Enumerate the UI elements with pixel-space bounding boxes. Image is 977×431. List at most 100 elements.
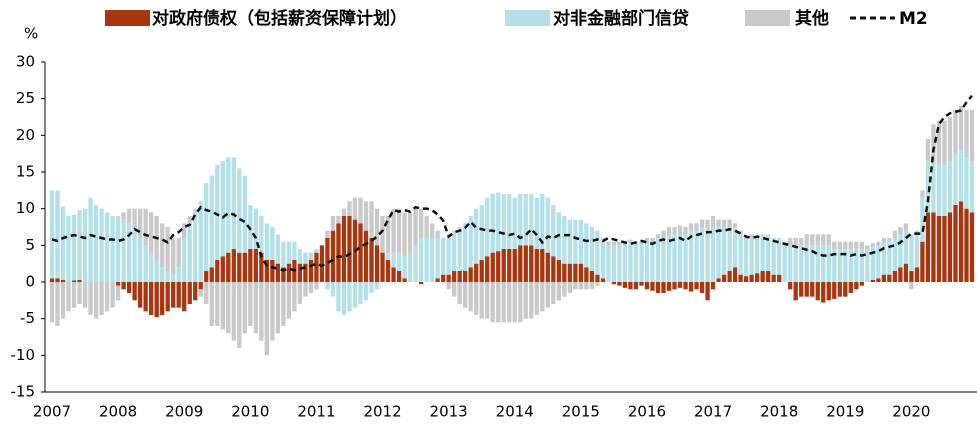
bar-segment (721, 219, 727, 227)
bar-segment (457, 227, 462, 271)
bar-segment (132, 230, 137, 282)
bar-segment (727, 227, 732, 271)
bar-segment (242, 252, 247, 282)
bar-segment (909, 234, 914, 271)
bar-segment (286, 263, 292, 282)
bar-segment (479, 260, 484, 282)
bar-segment (115, 285, 121, 301)
bar-segment (253, 282, 258, 334)
bar-segment (474, 282, 479, 315)
bar-segment (292, 241, 297, 260)
bar-segment (374, 208, 380, 246)
bar-segment (903, 263, 909, 282)
bar-segment (143, 208, 148, 246)
bar-segment (160, 282, 165, 315)
bar-segment (666, 227, 672, 235)
y-tick-label: 30 (16, 53, 35, 71)
bar-segment (275, 282, 281, 334)
x-tick-label: 2019 (826, 403, 864, 421)
bar-segment (330, 230, 336, 282)
bar-segment (308, 260, 314, 282)
bar-segment (771, 274, 776, 282)
bar-segment (71, 214, 77, 281)
bar-segment (204, 183, 209, 271)
bar-segment (325, 282, 330, 290)
bar-segment (793, 238, 798, 246)
bar-segment (749, 234, 754, 238)
bar-segment (226, 157, 231, 253)
bar-segment (947, 161, 953, 213)
bar-segment (325, 238, 330, 282)
bar-segment (264, 260, 269, 282)
bar-segment (721, 274, 727, 282)
legend-label: 对政府债权（包括薪资保障计划） (152, 8, 407, 29)
bar-segment (226, 282, 231, 334)
bar-segment (446, 282, 451, 290)
bar-segment (832, 282, 837, 299)
bar-segment (523, 194, 528, 246)
bar-segment (490, 282, 495, 323)
bar-segment (661, 230, 666, 238)
bar-segment (165, 227, 170, 271)
bar-segment (903, 230, 909, 264)
bar-segment (854, 241, 859, 249)
bar-segment (562, 216, 567, 264)
bar-segment (341, 282, 347, 315)
bar-segment (248, 282, 253, 326)
bar-segment (606, 241, 611, 246)
bar-segment (297, 282, 303, 304)
bar-segment (655, 234, 661, 238)
x-tick-label: 2016 (628, 403, 666, 421)
bar-segment (931, 161, 936, 213)
bar-segment (677, 225, 683, 235)
bar-segment (99, 208, 104, 282)
bar-segment (198, 289, 203, 297)
bar-segment (463, 271, 468, 282)
bar-segment (545, 282, 550, 308)
bar-segment (341, 216, 347, 282)
bar-segment (176, 282, 181, 308)
bar-segment (755, 273, 760, 282)
bar-segment (964, 109, 969, 158)
bar-segment (826, 282, 831, 301)
bar-segment (716, 219, 721, 227)
bar-segment (237, 168, 242, 253)
bar-segment (165, 282, 170, 312)
bar-segment (418, 238, 424, 282)
bar-segment (115, 282, 121, 286)
bar-segment (699, 282, 705, 293)
bar-segment (319, 245, 325, 282)
bar-segment (314, 252, 319, 282)
bar-segment (777, 238, 782, 275)
bar-segment (892, 271, 898, 282)
bar-segment (821, 282, 826, 303)
bar-segment (617, 282, 622, 286)
bar-segment (732, 267, 738, 282)
bar-segment (672, 234, 677, 282)
bar-segment (242, 282, 247, 334)
bar-segment (920, 241, 925, 282)
bar-segment (204, 282, 209, 304)
bar-segment (545, 197, 550, 253)
bar-segment (551, 256, 556, 282)
bar-segment (457, 282, 462, 304)
bar-segment (264, 282, 269, 356)
bar-segment (369, 282, 374, 293)
bar-segment (870, 246, 875, 280)
bar-segment (523, 245, 528, 282)
bar-segment (661, 282, 666, 293)
bar-segment (396, 208, 402, 253)
bar-segment (964, 157, 969, 209)
bar-segment (677, 282, 683, 288)
bar-segment (644, 282, 650, 290)
bar-segment (562, 282, 567, 297)
bar-segment (391, 267, 396, 282)
bar-segment (242, 175, 247, 253)
bar-segment (810, 245, 815, 282)
bar-segment (936, 216, 942, 282)
bar-segment (843, 282, 848, 297)
bar-segment (385, 216, 391, 253)
bar-segment (485, 197, 490, 257)
bar-segment (529, 245, 534, 282)
bar-segment (688, 282, 694, 292)
